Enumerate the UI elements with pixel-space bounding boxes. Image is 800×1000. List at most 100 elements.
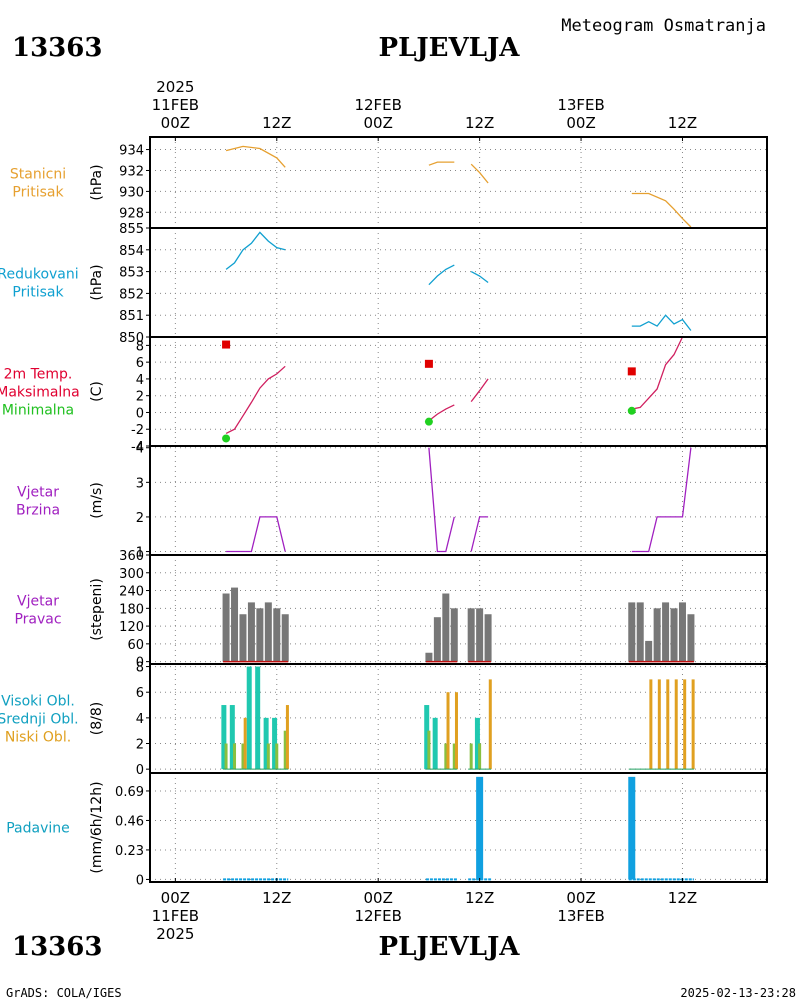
series-line (428, 404, 455, 422)
panel-label: Padavine (6, 821, 70, 837)
time-tick-label-bottom: 12Z (262, 889, 291, 907)
bar (670, 608, 678, 662)
series-line (226, 516, 286, 553)
cloud-bar (221, 705, 227, 770)
date-label-bottom: 12FEB (354, 907, 401, 925)
panel-frame (149, 772, 768, 883)
time-tick-label-bottom: 00Z (364, 889, 393, 907)
series-line (470, 271, 489, 284)
bar (264, 602, 272, 662)
product-title: Meteogram Osmatranja (561, 16, 766, 36)
cloud-bar (424, 705, 430, 770)
y-tick-label: 240 (119, 585, 144, 600)
cloud-bar (224, 743, 228, 770)
y-tick-label: 2 (136, 511, 144, 526)
series-line (470, 516, 489, 552)
bar (425, 652, 433, 662)
panel-2: 850 851 852 853 854 855 (hPa) Redukovani Pritisa… (0, 222, 768, 346)
year-label-top: 2025 (156, 78, 194, 96)
y-tick-label: 930 (119, 185, 144, 200)
max-temp-marker (424, 359, 433, 368)
panel-label: Minimalna (2, 403, 74, 419)
series-line (428, 161, 455, 166)
y-tick-label: 932 (119, 164, 144, 179)
station-id-bottom: 13363 (12, 932, 102, 962)
y-tick-label: 854 (119, 244, 144, 259)
panel-label: Redukovani (0, 267, 79, 283)
y-tick-label: 852 (119, 287, 144, 302)
time-tick-label-bottom: 12Z (465, 889, 494, 907)
panel-label: Vjetar (17, 485, 59, 501)
bar (433, 617, 441, 662)
y-tick-label: -2 (131, 423, 144, 438)
date-label-top: 11FEB (152, 96, 199, 114)
bar (450, 608, 458, 662)
bar (476, 608, 484, 662)
series-line (225, 145, 286, 168)
station-name-top: PLJEVLJA (379, 33, 521, 63)
cloud-bar (666, 679, 670, 770)
cloud-bar (478, 743, 482, 770)
y-tick-label: 6 (136, 686, 144, 701)
y-tick-label: -4 (131, 440, 144, 455)
cloud-bar (241, 743, 245, 770)
date-label-top: 13FEB (557, 96, 604, 114)
bar (636, 602, 644, 662)
max-temp-marker (627, 367, 636, 376)
y-tick-label: 300 (119, 567, 144, 582)
bar (442, 593, 450, 662)
series-line (428, 264, 455, 286)
panel-frame (149, 445, 768, 556)
y-tick-label: 180 (119, 602, 144, 617)
y-tick-label: 934 (119, 144, 144, 159)
bar (273, 608, 281, 662)
time-tick-label-bottom: 12Z (668, 889, 697, 907)
time-tick-label-bottom: 00Z (566, 889, 595, 907)
panel-5: 0 60 120 180 240 300 360 (stepeni) Vjetar Pravac (14, 549, 768, 671)
panel-frame (149, 227, 768, 338)
bar (222, 593, 230, 662)
series-line (631, 336, 691, 410)
min-temp-marker (222, 434, 231, 443)
y-tick-label: 120 (119, 620, 144, 635)
time-tick-label-top: 00Z (364, 114, 393, 132)
panel-label: Vjetar (17, 594, 59, 610)
y-tick-label: 851 (119, 309, 144, 324)
y-tick-label: 0.69 (115, 785, 144, 800)
y-tick-label: 855 (119, 222, 144, 237)
cloud-bar (283, 730, 287, 770)
panel-label: Pritisak (12, 285, 64, 301)
bottom-time-axis: 00Z 12Z 00Z 12Z 00Z 12Z 11FEB 12FEB 13FEB 2025 (152, 889, 698, 943)
y-axis-label: (hPa) (89, 164, 105, 200)
panel-label: 2m Temp. (4, 367, 73, 383)
y-tick-label: 0.46 (115, 814, 144, 829)
panel-label: Maksimalna (0, 385, 80, 401)
series-line (470, 163, 489, 184)
bar (628, 602, 636, 662)
y-tick-label: 853 (119, 266, 144, 281)
cloud-bar (474, 717, 480, 770)
y-axis-label: (stepeni) (89, 578, 105, 641)
panel-label: Niski Obl. (5, 730, 71, 746)
panel-label: Stanicni (10, 167, 66, 183)
cloud-bar (469, 743, 473, 770)
panel-label: Visoki Obl. (1, 694, 75, 710)
time-tick-label-bottom: 00Z (161, 889, 190, 907)
panels: 928930932934(hPa)StanicniPritisak8508518… (0, 136, 768, 888)
cloud-bar (233, 743, 237, 770)
bar (256, 608, 264, 662)
grads-credit: GrADS: COLA/IGES (6, 986, 122, 1000)
bar (239, 614, 247, 662)
y-tick-label: 2 (136, 738, 144, 753)
series-line (225, 365, 286, 434)
cloud-bar (674, 679, 678, 770)
year-label-bottom: 2025 (156, 925, 194, 943)
series-line (631, 192, 692, 228)
y-tick-label: 60 (127, 638, 144, 653)
cloud-bar (229, 705, 235, 770)
y-tick-label: 0 (136, 763, 144, 778)
bar (467, 608, 475, 662)
station-name-bottom: PLJEVLJA (379, 932, 521, 962)
y-tick-label: 0.23 (115, 844, 144, 859)
